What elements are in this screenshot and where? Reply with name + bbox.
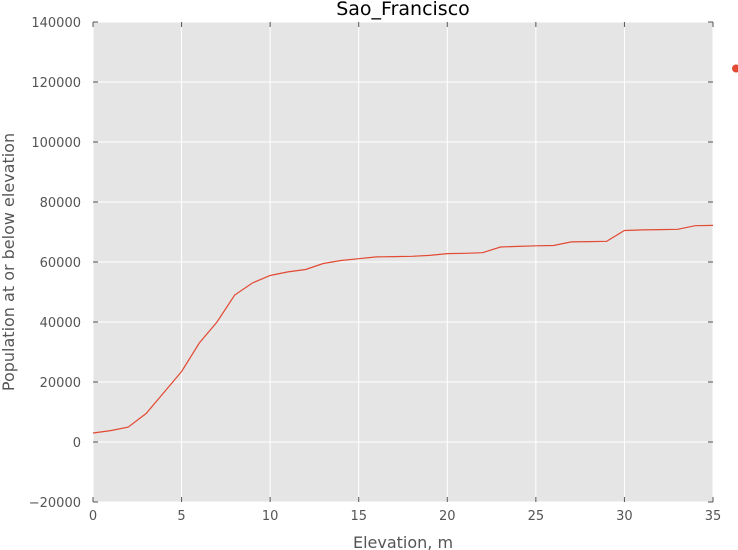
- chart-title: Sao_Francisco: [336, 0, 470, 20]
- y-tick-label: 20000: [40, 376, 81, 391]
- y-tick-label: 0: [73, 436, 81, 451]
- y-tick-label: 80000: [40, 196, 81, 211]
- y-tick-label: 40000: [40, 316, 81, 331]
- x-axis-label: Elevation, m: [353, 533, 453, 550]
- grid: [92, 21, 714, 503]
- x-tick-label: 30: [616, 509, 633, 524]
- x-tick-label: 25: [528, 509, 545, 524]
- y-tick-label: 140000: [31, 16, 81, 31]
- series-layer: [92, 64, 738, 434]
- y-tick-label: 100000: [31, 136, 81, 151]
- x-tick-label: 5: [177, 509, 185, 524]
- x-tick-label: 10: [262, 509, 279, 524]
- series-line: [92, 224, 714, 434]
- x-tick-label: 20: [439, 509, 456, 524]
- tick-labels: 0 5 10 15 20 25 30 35 −20000 0 20000 40000 60000 8000…: [29, 16, 722, 524]
- x-tick-label: 0: [89, 509, 97, 524]
- y-tick-label: 60000: [40, 256, 81, 271]
- y-axis-label: Population at or below elevation: [0, 133, 18, 391]
- x-tick-label: 15: [350, 509, 367, 524]
- y-tick-label: −20000: [29, 496, 81, 511]
- axis-ticks: [92, 21, 714, 503]
- y-tick-label: 120000: [31, 76, 81, 91]
- x-tick-label: 35: [705, 509, 722, 524]
- data-point: [732, 64, 738, 73]
